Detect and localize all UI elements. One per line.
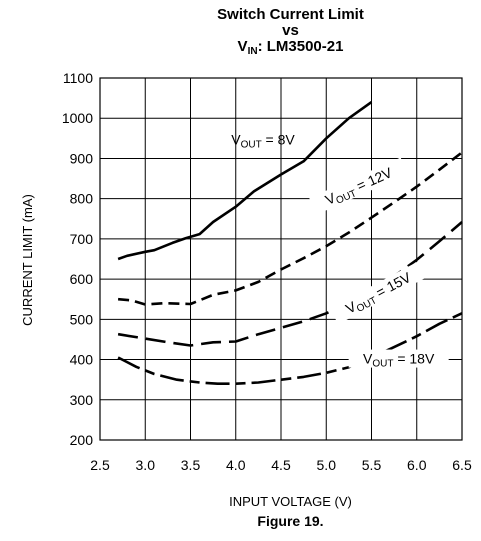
- title-v: V: [237, 38, 248, 55]
- y-tick-label: 500: [70, 311, 94, 327]
- series-label-value: = 18V: [393, 351, 435, 367]
- y-tick-label: 1100: [63, 70, 93, 86]
- series-label-value: = 8V: [262, 131, 296, 147]
- y-tick-label: 800: [70, 191, 94, 207]
- chart-title-line-3: VIN: LM3500-21: [100, 38, 481, 60]
- series-label-3: VOUT = 18V: [363, 351, 435, 370]
- y-tick-label: 1000: [62, 110, 93, 126]
- y-tick-label: 300: [70, 392, 94, 408]
- series-label-sub: OUT: [372, 359, 393, 370]
- series-label-v: V: [363, 351, 373, 367]
- series-label-sub: OUT: [241, 139, 262, 150]
- series-label-0: VOUT = 8V: [231, 131, 295, 150]
- series-line-0: [117, 101, 373, 261]
- y-tick-label: 700: [70, 231, 94, 247]
- x-tick-label: 6.0: [407, 457, 427, 473]
- y-tick-label: 600: [70, 271, 94, 287]
- x-axis-label: INPUT VOLTAGE (V): [229, 494, 352, 509]
- x-tick-label: 4.5: [271, 457, 291, 473]
- figure-caption: Figure 19.: [257, 513, 324, 529]
- y-tick-labels: 200 300 400 500 600 700 800 900 1000 1100: [62, 70, 93, 448]
- x-tick-label: 3.0: [136, 457, 156, 473]
- series-label-bg: [348, 349, 449, 368]
- x-tick-labels: 2.5 3.0 3.5 4.0 4.5 5.0 5.5 6.0 6.5: [90, 457, 472, 473]
- chart-series: [117, 101, 463, 385]
- y-tick-label: 200: [70, 432, 94, 448]
- y-tick-label: 400: [70, 352, 94, 368]
- x-tick-label: 4.0: [226, 457, 246, 473]
- series-label-bg: [329, 261, 427, 325]
- series-label-value: = 15V: [370, 269, 414, 303]
- x-tick-label: 5.0: [317, 457, 337, 473]
- series-line-3: [117, 312, 463, 385]
- series-line-1: [117, 151, 463, 306]
- x-tick-label: 3.5: [181, 457, 201, 473]
- y-axis-label: CURRENT LIMIT (mA): [20, 194, 35, 326]
- title-device: : LM3500-21: [257, 38, 344, 55]
- title-sub-in: IN: [247, 46, 258, 57]
- series-label-bg: [309, 157, 408, 215]
- y-tick-label: 900: [70, 150, 94, 166]
- series-line-2: [117, 221, 463, 347]
- chart-title-line-2: vs: [282, 22, 299, 39]
- current-limit-chart: 2.5 3.0 3.5 4.0 4.5 5.0 5.5 6.0 6.5 200 300 400 500…: [20, 70, 472, 473]
- x-tick-label: 6.5: [452, 457, 472, 473]
- x-tick-label: 2.5: [90, 457, 110, 473]
- chart-title-line-1: Switch Current Limit: [217, 6, 364, 23]
- x-tick-label: 5.5: [362, 457, 382, 473]
- series-label-2: VOUT = 15V: [343, 269, 415, 320]
- series-label-value: = 12V: [351, 164, 395, 196]
- series-label-v: V: [231, 131, 241, 147]
- plot-frame: [99, 77, 463, 441]
